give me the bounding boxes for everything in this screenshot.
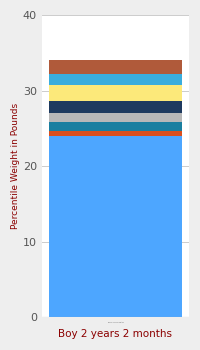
Bar bbox=[49, 131, 182, 136]
Bar bbox=[49, 74, 182, 85]
X-axis label: Boy 2 years 2 months: Boy 2 years 2 months bbox=[58, 329, 172, 339]
Bar bbox=[49, 136, 182, 317]
Bar bbox=[49, 122, 182, 131]
Bar bbox=[49, 61, 182, 74]
Bar bbox=[49, 113, 182, 122]
Bar bbox=[49, 85, 182, 101]
Bar bbox=[49, 101, 182, 113]
Y-axis label: Percentile Weight in Pounds: Percentile Weight in Pounds bbox=[11, 103, 20, 229]
